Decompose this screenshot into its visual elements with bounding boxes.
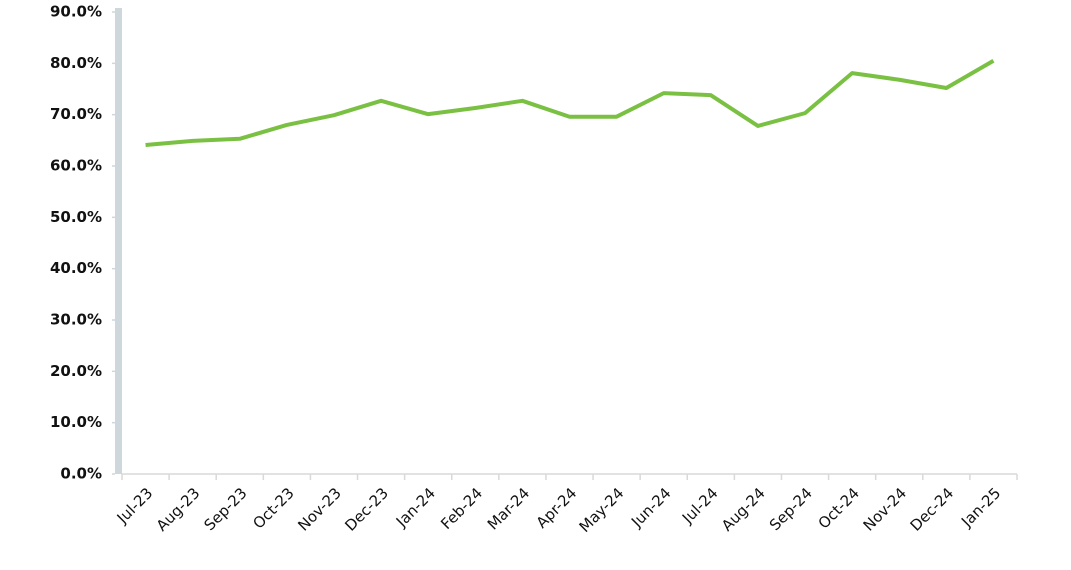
x-tick-label: Jul-24: [678, 484, 722, 528]
x-tick-label: Feb-24: [437, 484, 486, 533]
y-tick-label: 30.0%: [50, 311, 102, 329]
x-tick-label: Aug-23: [153, 484, 204, 535]
y-tick-label: 60.0%: [50, 157, 102, 175]
x-tick-label: Aug-24: [718, 484, 769, 535]
x-tick-label: May-24: [576, 484, 628, 536]
x-tick-label: Oct-24: [815, 484, 863, 532]
x-tick-label: Sep-23: [201, 484, 251, 534]
data-line: [145, 59, 995, 147]
y-tick-label: 40.0%: [50, 259, 102, 277]
y-tick-label: 50.0%: [50, 208, 102, 226]
x-tick-label: Jul-23: [113, 484, 157, 528]
x-tick-label: Dec-23: [341, 484, 392, 535]
x-tick-label: Sep-24: [766, 484, 816, 534]
x-tick-label: Dec-24: [907, 484, 958, 535]
x-tick-label: Oct-23: [249, 484, 297, 532]
y-axis: [115, 8, 122, 474]
x-tick-label: Nov-24: [860, 484, 910, 534]
x-tick-label: Mar-24: [484, 484, 533, 533]
x-tick-label: Apr-24: [533, 484, 581, 532]
x-tick-label: Jan-25: [957, 484, 1004, 531]
y-tick-label: 0.0%: [60, 465, 102, 483]
y-tick-label: 80.0%: [50, 54, 102, 72]
y-tick-label: 70.0%: [50, 105, 102, 123]
x-tick-label: Nov-23: [294, 484, 344, 534]
x-tick-label: Jun-24: [627, 484, 674, 531]
y-tick-label: 20.0%: [50, 362, 102, 380]
x-tick-label: Jan-24: [392, 484, 439, 531]
y-tick-label: 90.0%: [50, 3, 102, 21]
y-tick-label: 10.0%: [50, 413, 102, 431]
